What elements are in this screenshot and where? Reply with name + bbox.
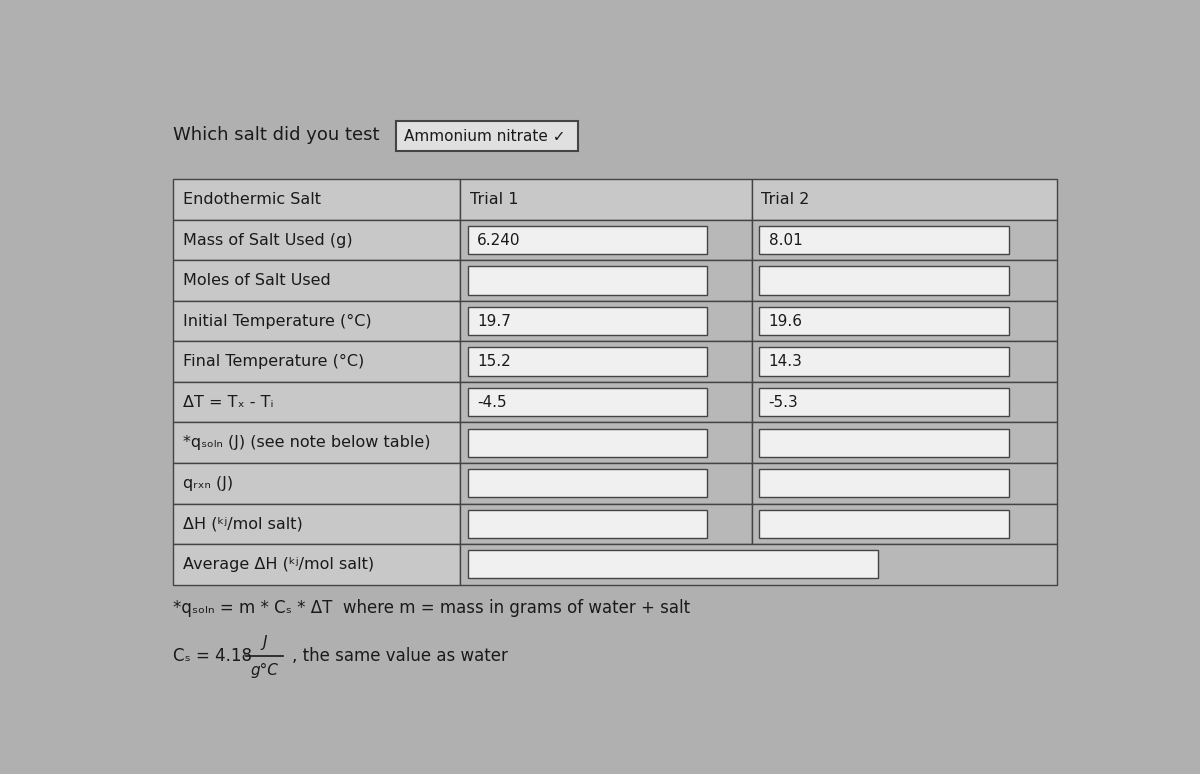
FancyBboxPatch shape xyxy=(173,341,461,382)
Text: Final Temperature (°C): Final Temperature (°C) xyxy=(182,354,364,369)
FancyBboxPatch shape xyxy=(461,260,752,301)
FancyBboxPatch shape xyxy=(760,348,1009,376)
FancyBboxPatch shape xyxy=(173,220,461,260)
Text: , the same value as water: , the same value as water xyxy=(293,647,508,665)
FancyBboxPatch shape xyxy=(173,382,461,423)
Text: Cₛ = 4.18: Cₛ = 4.18 xyxy=(173,647,252,665)
Text: 19.6: 19.6 xyxy=(769,313,803,329)
FancyBboxPatch shape xyxy=(468,469,707,498)
FancyBboxPatch shape xyxy=(760,509,1009,538)
Text: -5.3: -5.3 xyxy=(769,395,798,409)
FancyBboxPatch shape xyxy=(468,307,707,335)
Text: *qₛₒₗₙ = m * Cₛ * ΔT  where m = mass in grams of water + salt: *qₛₒₗₙ = m * Cₛ * ΔT where m = mass in g… xyxy=(173,599,690,618)
FancyBboxPatch shape xyxy=(396,122,578,151)
FancyBboxPatch shape xyxy=(461,220,752,260)
FancyBboxPatch shape xyxy=(461,382,752,423)
FancyBboxPatch shape xyxy=(461,423,752,463)
FancyBboxPatch shape xyxy=(173,301,461,341)
Text: g°C: g°C xyxy=(251,663,278,678)
FancyBboxPatch shape xyxy=(752,341,1057,382)
Text: Endothermic Salt: Endothermic Salt xyxy=(182,192,320,207)
Text: *qₛₒₗₙ (J) (see note below table): *qₛₒₗₙ (J) (see note below table) xyxy=(182,435,430,450)
Text: 14.3: 14.3 xyxy=(769,354,803,369)
Text: Which salt did you test: Which salt did you test xyxy=(173,125,379,144)
FancyBboxPatch shape xyxy=(468,348,707,376)
FancyBboxPatch shape xyxy=(173,544,461,584)
Text: Initial Temperature (°C): Initial Temperature (°C) xyxy=(182,313,371,329)
FancyBboxPatch shape xyxy=(173,180,461,220)
FancyBboxPatch shape xyxy=(468,226,707,255)
Text: qᵣₓₙ (J): qᵣₓₙ (J) xyxy=(182,476,233,491)
FancyBboxPatch shape xyxy=(760,307,1009,335)
FancyBboxPatch shape xyxy=(461,463,752,504)
Text: 8.01: 8.01 xyxy=(769,233,803,248)
FancyBboxPatch shape xyxy=(173,504,461,544)
FancyBboxPatch shape xyxy=(468,550,878,578)
FancyBboxPatch shape xyxy=(752,260,1057,301)
Text: J: J xyxy=(262,635,266,650)
FancyBboxPatch shape xyxy=(760,266,1009,295)
FancyBboxPatch shape xyxy=(461,544,1057,584)
Text: Mass of Salt Used (g): Mass of Salt Used (g) xyxy=(182,233,352,248)
FancyBboxPatch shape xyxy=(468,509,707,538)
FancyBboxPatch shape xyxy=(173,423,461,463)
FancyBboxPatch shape xyxy=(468,429,707,457)
Text: ΔH (ᵏʲ/mol salt): ΔH (ᵏʲ/mol salt) xyxy=(182,516,302,531)
FancyBboxPatch shape xyxy=(461,341,752,382)
Text: Moles of Salt Used: Moles of Salt Used xyxy=(182,273,330,288)
FancyBboxPatch shape xyxy=(752,463,1057,504)
Text: ΔT = Tₓ - Tᵢ: ΔT = Tₓ - Tᵢ xyxy=(182,395,274,409)
Text: Trial 2: Trial 2 xyxy=(761,192,810,207)
FancyBboxPatch shape xyxy=(461,504,752,544)
FancyBboxPatch shape xyxy=(173,260,461,301)
FancyBboxPatch shape xyxy=(468,388,707,416)
FancyBboxPatch shape xyxy=(760,429,1009,457)
Text: 6.240: 6.240 xyxy=(478,233,521,248)
FancyBboxPatch shape xyxy=(760,388,1009,416)
FancyBboxPatch shape xyxy=(752,180,1057,220)
FancyBboxPatch shape xyxy=(461,301,752,341)
Text: 19.7: 19.7 xyxy=(478,313,511,329)
Text: -4.5: -4.5 xyxy=(478,395,506,409)
FancyBboxPatch shape xyxy=(752,504,1057,544)
FancyBboxPatch shape xyxy=(173,463,461,504)
Text: Trial 1: Trial 1 xyxy=(469,192,518,207)
FancyBboxPatch shape xyxy=(760,226,1009,255)
FancyBboxPatch shape xyxy=(461,180,752,220)
FancyBboxPatch shape xyxy=(752,220,1057,260)
FancyBboxPatch shape xyxy=(760,469,1009,498)
FancyBboxPatch shape xyxy=(468,266,707,295)
Text: Average ΔH (ᵏʲ/mol salt): Average ΔH (ᵏʲ/mol salt) xyxy=(182,557,373,572)
FancyBboxPatch shape xyxy=(752,301,1057,341)
Text: 15.2: 15.2 xyxy=(478,354,511,369)
FancyBboxPatch shape xyxy=(752,423,1057,463)
FancyBboxPatch shape xyxy=(752,382,1057,423)
Text: Ammonium nitrate ✓: Ammonium nitrate ✓ xyxy=(404,129,565,144)
